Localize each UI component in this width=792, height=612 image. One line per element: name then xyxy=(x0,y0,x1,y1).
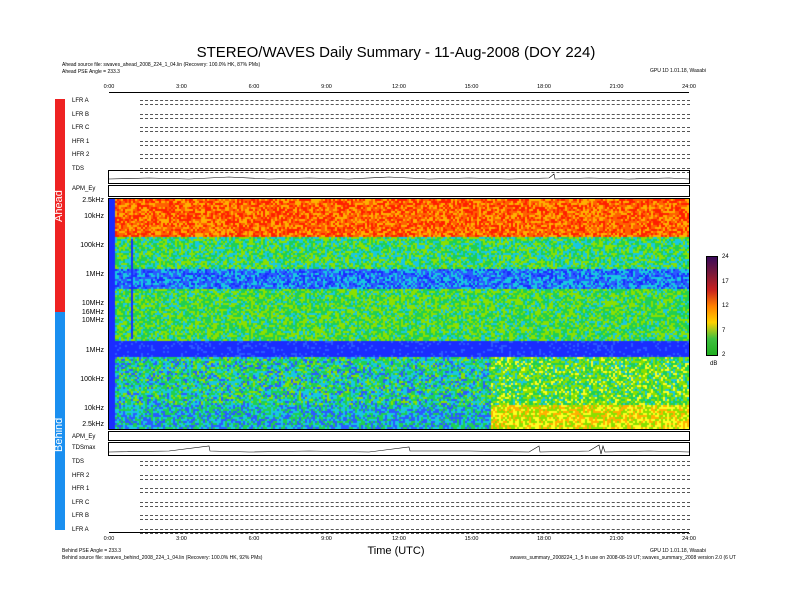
behind-tdsmax-trace xyxy=(108,444,690,455)
behind-row-trace xyxy=(140,515,690,516)
ahead-freq-label: 10MHz xyxy=(81,300,104,307)
behind-row-label: HFR 2 xyxy=(72,472,90,479)
bottom-tick-label: 3:00 xyxy=(176,536,187,542)
bottom-tick-label: 9:00 xyxy=(321,536,332,542)
top-tick-label: 24:00 xyxy=(682,84,696,90)
behind-row-label: HFR 1 xyxy=(72,486,90,492)
behind-freq-label: 2.5kHz xyxy=(82,421,104,428)
colorbar-unit: dB xyxy=(710,361,718,367)
ahead-row-trace xyxy=(140,113,690,115)
behind-row-trace xyxy=(140,488,690,489)
behind-row-trace xyxy=(140,528,690,530)
ahead-row-label: HFR 2 xyxy=(72,152,90,158)
behind-tdsmax-label: TDSmax xyxy=(72,445,96,451)
behind-pse-text: Behind PSE Angle = 233.3 xyxy=(62,548,122,554)
ahead-row-label: LFR B xyxy=(72,111,90,118)
behind-right-note: GPU 1D 1.01.18, Wasabi xyxy=(650,548,706,554)
bottom-tick-label: 18:00 xyxy=(537,536,551,542)
colorbar-tick-label: 17 xyxy=(722,278,729,285)
top-tick-label: 0:00 xyxy=(103,84,115,90)
colorbar-tick-label: 12 xyxy=(722,303,729,309)
behind-row-label: TDS xyxy=(72,459,84,465)
top-tick-label: 15:00 xyxy=(464,84,479,90)
ahead-row-label: TDS xyxy=(72,165,84,172)
ahead-row-trace xyxy=(140,131,690,132)
bottom-tick-label: 0:00 xyxy=(103,536,115,542)
behind-row-trace xyxy=(140,492,690,493)
ahead-row-trace xyxy=(140,104,690,105)
colorbar xyxy=(706,256,718,356)
top-tick-label: 9:00 xyxy=(321,84,332,90)
ahead-row-trace xyxy=(140,117,690,119)
top-tick-label: 12:00 xyxy=(392,84,406,90)
ahead-row-trace xyxy=(140,144,690,146)
ahead-freq-label: 16MHz xyxy=(81,309,104,316)
behind-row-label: LFR C xyxy=(72,499,90,506)
behind-row-trace xyxy=(140,501,690,503)
top-tick-label: 21:00 xyxy=(609,84,624,90)
ahead-freq-label: 10MHz xyxy=(81,317,104,324)
behind-source-text: Behind source file: swaves_behind_2008_2… xyxy=(62,555,263,561)
behind-freq-label: 10kHz xyxy=(84,405,104,412)
ahead-apm-label: APM_Ey xyxy=(72,186,96,192)
top-tick-label: 6:00 xyxy=(248,84,260,90)
ahead-row-label: LFR C xyxy=(72,125,90,131)
colorbar-tick-label: 7 xyxy=(722,327,726,334)
bottom-tick-label: 12:00 xyxy=(392,536,406,542)
top-tick-label: 18:00 xyxy=(537,84,551,90)
behind-apm-panel xyxy=(108,431,690,441)
ahead-freq-label: 2.5kHz xyxy=(82,197,104,204)
ahead-side-label: Ahead xyxy=(53,190,65,222)
x-axis-label: Time (UTC) xyxy=(367,545,425,557)
ahead-sidebar xyxy=(55,99,65,312)
ahead-row-trace xyxy=(140,100,690,101)
ahead-row-trace xyxy=(140,140,690,142)
spectrogram-image xyxy=(109,199,689,429)
ahead-apm-panel xyxy=(108,185,690,197)
behind-row-label: LFR A xyxy=(72,526,89,533)
behind-row-trace xyxy=(140,474,690,476)
ahead-row-trace xyxy=(140,171,690,173)
colorbar-tick-label: 24 xyxy=(722,254,729,260)
behind-row-trace xyxy=(140,519,690,520)
bottom-axis-line xyxy=(109,532,689,533)
ahead-row-trace xyxy=(140,154,690,155)
behind-row-trace xyxy=(140,532,690,534)
behind-row-trace xyxy=(140,461,690,462)
ahead-freq-label: 10kHz xyxy=(84,213,104,220)
bottom-tick-label: 24:00 xyxy=(682,536,696,542)
colorbar-tick-label: 2 xyxy=(722,352,726,358)
behind-row-trace xyxy=(140,465,690,466)
spectrogram-panel xyxy=(108,198,690,430)
bottom-tick-label: 21:00 xyxy=(609,536,624,542)
ahead-row-trace xyxy=(140,158,690,159)
behind-tdsmax-panel xyxy=(108,442,690,456)
behind-row-trace xyxy=(140,505,690,507)
bottom-tick-label: 6:00 xyxy=(248,536,260,542)
ahead-tdsmax-trace xyxy=(108,173,690,180)
behind-row-trace xyxy=(140,478,690,480)
ahead-right-note: GPU 1D 1.01.18, Wasabi xyxy=(650,68,706,74)
top-tick-label: 3:00 xyxy=(176,84,187,90)
behind-freq-label: 1MHz xyxy=(85,347,104,354)
bottom-tick-label: 15:00 xyxy=(464,536,479,542)
ahead-row-trace xyxy=(140,127,690,128)
ahead-row-label: HFR 1 xyxy=(72,138,90,145)
behind-row-label: LFR B xyxy=(72,513,90,519)
behind-side-label: Behind xyxy=(53,417,65,452)
ahead-row-trace xyxy=(140,167,690,169)
ahead-freq-label: 100kHz xyxy=(80,242,104,249)
behind-sidebar xyxy=(55,312,65,530)
behind-apm-label: APM_Ey xyxy=(72,434,96,440)
ahead-tdsmax-panel xyxy=(108,170,690,184)
page-title: STEREO/WAVES Daily Summary - 11-Aug-2008… xyxy=(196,44,596,61)
top-axis-line xyxy=(109,92,689,93)
version-note: swaves_summary_2008224_1_5 in use on 200… xyxy=(510,555,736,561)
ahead-freq-label: 1MHz xyxy=(85,271,104,278)
ahead-row-label: LFR A xyxy=(72,98,89,104)
ahead-source-text: Ahead source file: swaves_ahead_2008_224… xyxy=(62,62,261,68)
ahead-pse-text: Ahead PSE Angle = 233.3 xyxy=(62,69,120,75)
behind-freq-label: 100kHz xyxy=(80,376,104,383)
